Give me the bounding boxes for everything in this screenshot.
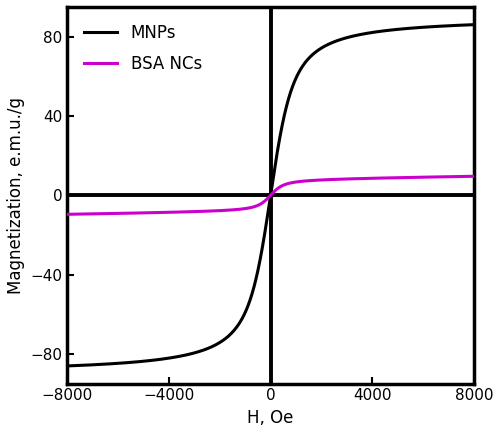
BSA NCs <box>308 178 314 183</box>
BSA NCs <box>398 175 404 180</box>
X-axis label: H, Oe: H, Oe <box>248 409 294 427</box>
Line: MNPs: MNPs <box>68 25 474 366</box>
BSA NCs <box>220 208 226 213</box>
MNPs <box>308 53 314 59</box>
MNPs <box>138 359 144 364</box>
Legend: MNPs, BSA NCs: MNPs, BSA NCs <box>76 15 210 81</box>
BSA NCs <box>471 174 477 179</box>
MNPs <box>368 30 374 35</box>
MNPs <box>220 338 226 343</box>
BSA NCs <box>328 177 334 182</box>
MNPs <box>471 22 477 27</box>
BSA NCs <box>138 210 144 216</box>
MNPs <box>398 26 404 32</box>
Line: BSA NCs: BSA NCs <box>68 176 474 214</box>
MNPs <box>328 40 334 46</box>
BSA NCs <box>64 212 70 217</box>
BSA NCs <box>368 176 374 181</box>
MNPs <box>64 363 70 368</box>
Y-axis label: Magnetization, e.m.u./g: Magnetization, e.m.u./g <box>7 97 25 294</box>
